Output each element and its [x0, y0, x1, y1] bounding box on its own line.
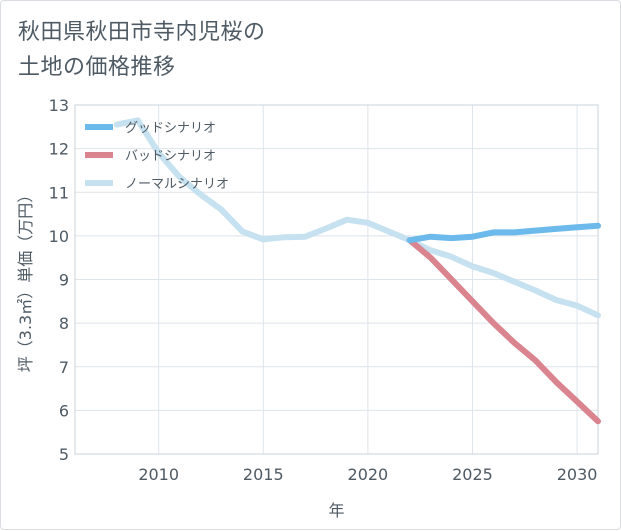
y-tick-label: 11 [49, 183, 69, 202]
y-tick-label: 5 [59, 445, 69, 464]
legend-label-2: ノーマルシナリオ [125, 177, 229, 192]
y-axis-ticks: 5 6 7 8 9 10 11 12 13 [49, 96, 69, 464]
y-tick-label: 9 [59, 271, 69, 290]
y-axis-label: 坪（3.3㎡）単価（万円） [16, 187, 35, 372]
x-tick-label: 2025 [452, 465, 493, 484]
plot-area [74, 104, 599, 455]
x-tick-label: 2030 [557, 465, 598, 484]
x-axis-label: 年 [328, 501, 344, 520]
x-tick-label: 2015 [243, 465, 284, 484]
chart-title: 秋田県秋田市寺内児桜の 土地の価格推移 [18, 15, 266, 85]
legend-label-1: バッドシナリオ [125, 149, 216, 164]
y-tick-label: 12 [49, 140, 69, 159]
series-line-1 [406, 237, 601, 425]
series-layer [113, 117, 601, 425]
y-tick-label: 13 [49, 96, 69, 115]
series-line-2 [113, 117, 601, 319]
x-tick-label: 2010 [138, 465, 179, 484]
chart-title-line-1: 秋田県秋田市寺内児桜の [18, 20, 266, 45]
x-axis-ticks: 2010 2015 2020 2025 2030 [138, 465, 597, 484]
chart-title-line-2: 土地の価格推移 [18, 55, 176, 80]
y-tick-label: 7 [59, 358, 69, 377]
y-tick-label: 10 [49, 227, 69, 246]
y-tick-label: 6 [59, 401, 69, 420]
series-line-0 [406, 222, 601, 244]
legend-label-0: グッドシナリオ [125, 121, 216, 136]
x-tick-label: 2020 [348, 465, 389, 484]
y-tick-label: 8 [59, 314, 69, 333]
